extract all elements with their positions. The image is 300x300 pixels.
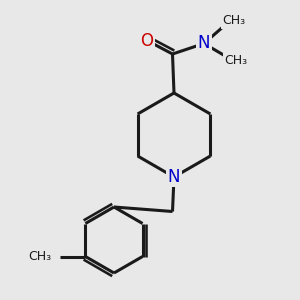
Text: CH₃: CH₃ (28, 250, 51, 263)
Text: N: N (168, 168, 180, 186)
Text: CH₃: CH₃ (222, 14, 246, 28)
Text: O: O (140, 32, 154, 50)
Text: N: N (198, 34, 210, 52)
Text: CH₃: CH₃ (224, 53, 247, 67)
